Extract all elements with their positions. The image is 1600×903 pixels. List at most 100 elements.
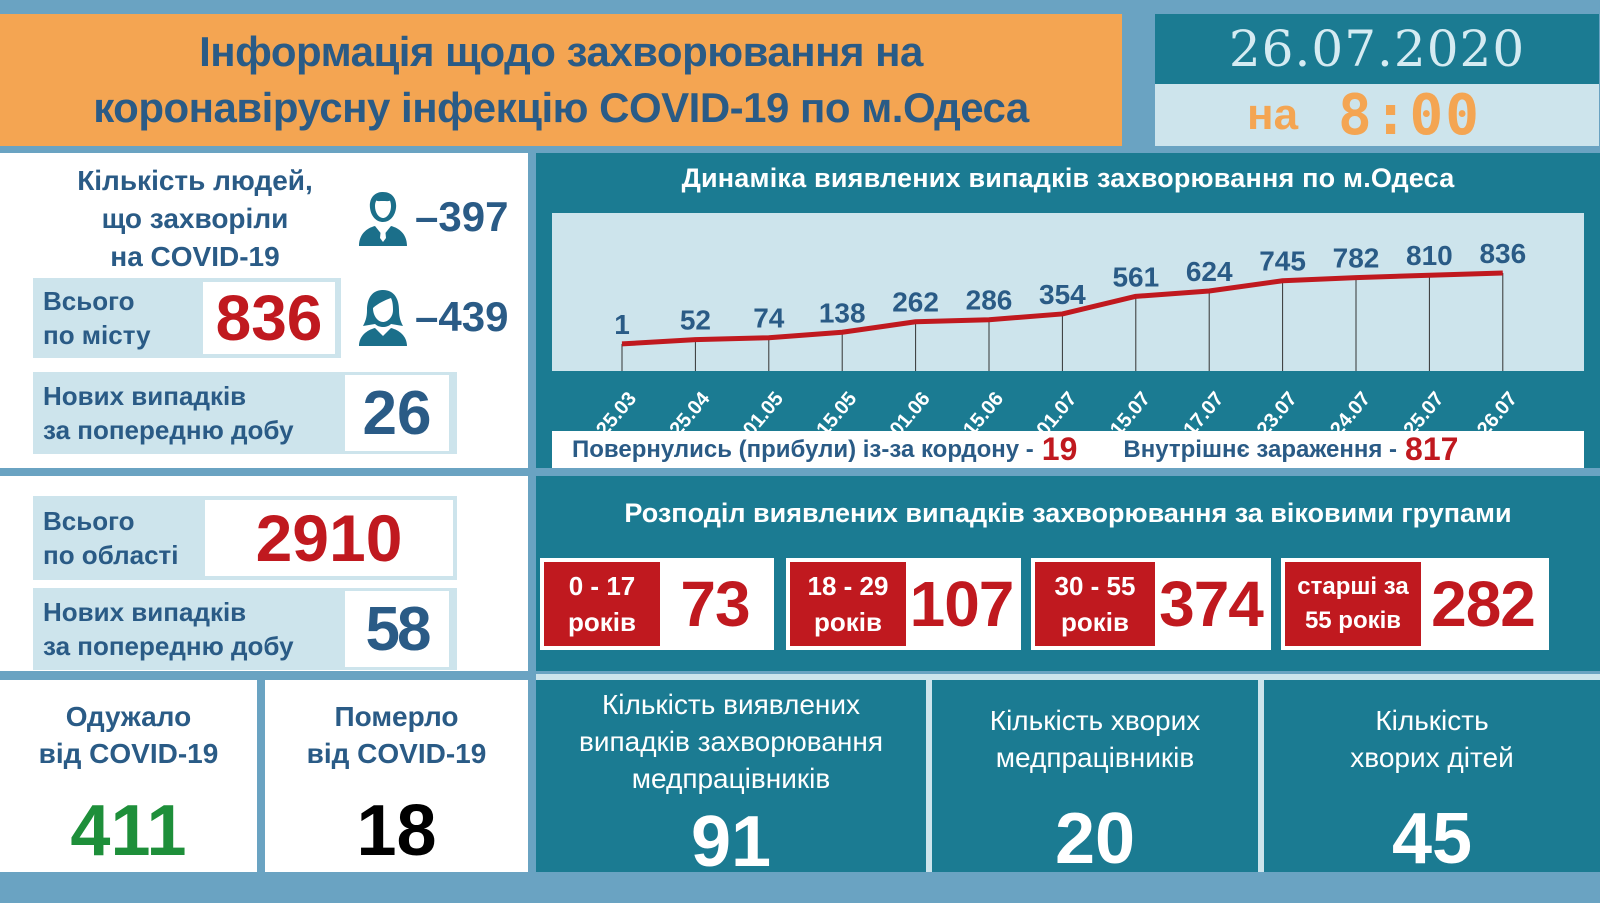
region-total-card: Всього по області 2910 (33, 496, 457, 580)
age-range: 18 - 29 (807, 571, 889, 601)
data-label: 1 (614, 309, 630, 340)
recovered-value: 411 (70, 791, 187, 871)
cases-origin-legend: Повернулись (прибули) із-за кордону - 19… (552, 431, 1584, 468)
title-line: хворих дітей (1350, 742, 1514, 773)
label-line: за попередню добу (43, 631, 294, 661)
x-tick-label: 15.07 (1106, 388, 1155, 431)
age-unit: років (568, 607, 636, 637)
age-group-label: 0 - 17 років (544, 562, 660, 646)
title-line-1: Інформація щодо захворювання на (199, 28, 923, 75)
label-line: Нових випадків (43, 597, 247, 627)
chart-title: Динаміка виявлених випадків захворювання… (681, 163, 1455, 193)
x-tick-label: 24.07 (1326, 388, 1375, 431)
x-tick-label: 25.07 (1400, 388, 1449, 431)
city-new-value: 26 (345, 375, 449, 451)
age-group-value: 73 (680, 568, 750, 640)
data-label: 262 (892, 287, 939, 318)
people-title-line: Кількість людей, (77, 165, 313, 196)
title-line: Кількість хворих (989, 705, 1201, 736)
age-unit: 55 років (1304, 607, 1402, 634)
divider (926, 680, 932, 872)
city-total-label: Всього по місту (33, 284, 203, 352)
recovered-card: Одужало від COVID-19 411 (0, 680, 257, 872)
male-count: –397 (415, 193, 509, 240)
data-label: 836 (1479, 238, 1526, 269)
age-range: старші за (1297, 573, 1409, 600)
report-date: 26.07.2020 (1155, 14, 1599, 84)
age-group-value: 282 (1431, 568, 1536, 640)
age-range: 30 - 55 (1054, 571, 1136, 601)
data-label: 354 (1039, 279, 1086, 310)
died-card: Померло від COVID-19 18 (265, 680, 528, 872)
label-line: Всього (43, 506, 135, 536)
x-tick-label: 25.03 (592, 388, 641, 431)
title-line-2: коронавірусну інфекцію COVID-19 по м.Оде… (93, 84, 1029, 131)
imported-label: Повернулись (прибули) із-за кордону - (572, 435, 1034, 463)
age-group-label: 18 - 29 років (790, 562, 906, 646)
med-sick-value: 20 (1054, 799, 1136, 879)
imported-value: 19 (1041, 431, 1078, 467)
died-value: 18 (356, 791, 437, 871)
x-tick-label: 17.07 (1179, 388, 1228, 431)
city-new-label: Нових випадків за попередню добу (33, 379, 345, 447)
kids-value: 45 (1391, 799, 1473, 879)
age-groups-title: Розподіл виявлених випадків захворювання… (624, 498, 1512, 528)
region-new-label: Нових випадків за попередню добу (33, 595, 345, 663)
data-label: 561 (1112, 261, 1159, 292)
label-line: по місту (43, 320, 151, 350)
data-label: 52 (680, 305, 711, 336)
local-label: Внутрішнє зараження - (1123, 435, 1398, 463)
title-line: від COVID-19 (38, 738, 219, 769)
x-tick-label: 26.07 (1473, 388, 1522, 431)
region-total-label: Всього по області (33, 504, 205, 572)
region-new-value: 58 (345, 591, 449, 667)
recovered-title: Одужало від COVID-19 (0, 698, 257, 772)
page-title: Інформація щодо захворювання на коронаві… (0, 14, 1122, 146)
med-sick-card: Кількість хворих медпрацівників 20 (932, 680, 1258, 879)
data-label: 745 (1259, 246, 1306, 277)
time-prefix: на (1247, 90, 1299, 139)
med-cases-card: Кількість виявлених випадків захворюванн… (536, 680, 926, 882)
cases-line (621, 270, 1503, 347)
age-groups-panel: Розподіл виявлених випадків захворювання… (536, 476, 1600, 671)
title-line: медпрацівників (995, 742, 1195, 773)
divider (536, 674, 1600, 680)
report-time: на 8:00 (1155, 82, 1599, 148)
age-group-value: 107 (909, 568, 1015, 640)
med-cases-value: 91 (690, 802, 772, 882)
people-title-line: що захворіли (101, 203, 289, 234)
city-new-cases-card: Нових випадків за попередню добу 26 (33, 372, 457, 454)
x-tick-label: 15.06 (959, 388, 1008, 431)
x-tick-label: 01.05 (739, 388, 788, 431)
people-title: Кількість людей, що захворіли на COVID-1… (40, 162, 350, 276)
dynamics-chart-panel: Динаміка виявлених випадків захворювання… (536, 153, 1600, 468)
died-title: Померло від COVID-19 (265, 698, 528, 772)
chart-plot-area: 1 52 74 138 262 286 354 561 624 745 782 810 836 (552, 213, 1584, 371)
data-label: 782 (1333, 243, 1380, 274)
female-count: –439 (415, 293, 509, 340)
people-title-line: на COVID-19 (110, 241, 280, 272)
title-line: медпрацівників (631, 763, 831, 794)
age-group-value: 374 (1159, 568, 1264, 640)
title-line: Померло (334, 701, 459, 732)
title-line: випадків захворювання (578, 726, 884, 757)
x-axis-labels: 25.03 25.04 01.05 15.05 01.06 15.06 01.07 15.07… (592, 387, 1522, 431)
data-label: 810 (1406, 240, 1453, 271)
time-value: 8:00 (1338, 82, 1481, 148)
kids-card: Кількість хворих дітей 45 (1264, 680, 1600, 879)
x-tick-label: 23.07 (1253, 388, 1302, 431)
x-tick-label: 01.07 (1033, 388, 1082, 431)
data-label: 624 (1186, 256, 1233, 287)
city-total-card: Всього по місту 836 (33, 278, 341, 358)
title-line: від COVID-19 (306, 738, 487, 769)
x-tick-label: 01.06 (886, 388, 935, 431)
x-tick-label: 25.04 (666, 387, 716, 431)
age-unit: років (1061, 607, 1129, 637)
label-line: Нових випадків (43, 381, 247, 411)
x-tick-label: 15.05 (812, 388, 861, 431)
data-label: 74 (753, 303, 785, 334)
age-range: 0 - 17 (568, 571, 636, 601)
age-group-card: 18 - 29 років 107 (786, 558, 1021, 650)
age-group-card: 0 - 17 років 73 (540, 558, 774, 650)
city-total-value: 836 (203, 282, 335, 354)
